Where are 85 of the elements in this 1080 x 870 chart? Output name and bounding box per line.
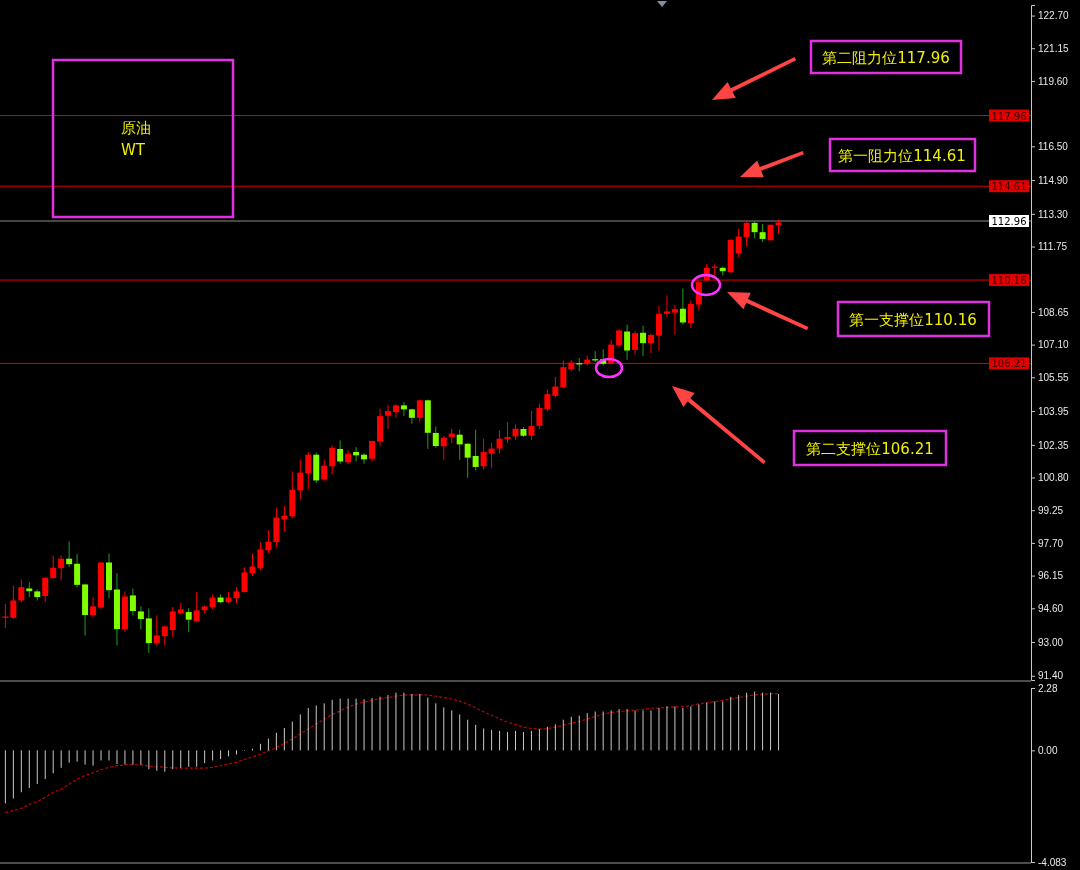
candlestick xyxy=(137,605,144,630)
candlestick xyxy=(552,376,559,398)
ref-line-label: 117.96 xyxy=(991,110,1027,122)
candlestick xyxy=(640,325,647,357)
y-tick-label: 94.60 xyxy=(1038,602,1064,614)
candlestick xyxy=(42,576,49,603)
candlestick xyxy=(400,401,407,417)
y-tick-label: 111.75 xyxy=(1038,241,1068,253)
candlestick xyxy=(90,596,97,618)
ref-line-label: 110.16 xyxy=(991,275,1027,287)
y-tick-label: 99.25 xyxy=(1038,504,1064,516)
candlestick xyxy=(329,444,336,475)
candlestick xyxy=(74,553,81,588)
candlestick xyxy=(265,529,272,554)
candlestick xyxy=(456,429,463,461)
candlestick xyxy=(66,540,73,568)
ref-line-label: 112.96 xyxy=(991,216,1027,227)
candlestick xyxy=(129,587,136,616)
candlestick xyxy=(257,541,264,571)
candlestick xyxy=(536,403,543,430)
y-tick-label: 96.15 xyxy=(1038,570,1064,582)
candlestick xyxy=(384,404,391,430)
candlestick xyxy=(249,552,256,577)
candlestick xyxy=(743,220,750,248)
candlestick xyxy=(528,410,535,441)
candlestick xyxy=(58,555,65,581)
y-tick-label: 113.30 xyxy=(1038,208,1069,220)
candlestick xyxy=(488,442,495,469)
candlestick xyxy=(687,300,694,329)
candlestick xyxy=(472,429,479,471)
candlestick xyxy=(560,359,567,389)
y-tick-label: 122.70 xyxy=(1038,10,1070,22)
candlestick xyxy=(297,459,304,500)
candlestick xyxy=(353,446,360,462)
candlestick xyxy=(185,607,192,633)
candlestick xyxy=(440,435,447,461)
y-tick-label: 121.15 xyxy=(1038,42,1070,54)
ref-line-label: 106.21 xyxy=(991,358,1027,370)
y-tick-label: 119.60 xyxy=(1038,75,1069,87)
y-tick-label: 107.10 xyxy=(1038,339,1070,351)
candlestick xyxy=(480,438,487,471)
candlestick xyxy=(153,614,160,647)
y-tick-label: 100.80 xyxy=(1038,472,1070,484)
ref-line-label: 114.61 xyxy=(991,181,1027,193)
y-tick-label: 102.35 xyxy=(1038,439,1070,451)
y-tick-label: 91.40 xyxy=(1038,670,1064,682)
candlestick xyxy=(663,294,670,318)
candlestick xyxy=(648,333,654,354)
candlestick xyxy=(432,425,439,449)
candlestick xyxy=(464,442,471,479)
y-tick-label: 108.65 xyxy=(1038,306,1070,318)
candlestick xyxy=(337,439,344,465)
candlestick xyxy=(655,305,662,352)
candlestick xyxy=(10,585,17,620)
candlestick xyxy=(632,331,639,356)
annotation: WT xyxy=(121,141,146,159)
y-tick-label: 116.50 xyxy=(1038,141,1069,153)
candlestick xyxy=(392,403,399,419)
candlestick xyxy=(496,429,503,455)
candlestick xyxy=(18,578,25,603)
annotation: 第二阻力位117.96 xyxy=(822,49,950,67)
candlestick xyxy=(624,324,631,361)
y-tick-label: 105.55 xyxy=(1038,372,1070,383)
candlestick xyxy=(193,591,200,622)
annotation: 第二支撑位106.21 xyxy=(806,440,934,458)
annotation: 第一支撑位110.16 xyxy=(849,311,977,329)
candlestick xyxy=(169,606,176,638)
candlestick xyxy=(321,459,328,482)
y-tick-label: 93.00 xyxy=(1038,636,1064,648)
y-tick-label: 0.00 xyxy=(1038,745,1058,757)
y-tick-label: 114.90 xyxy=(1038,174,1069,186)
candlestick xyxy=(759,223,766,243)
candlestick xyxy=(679,288,686,326)
annotation: 第一阻力位114.61 xyxy=(838,147,966,165)
candlestick xyxy=(671,304,678,335)
y-tick-label: 2.28 xyxy=(1038,682,1058,694)
candlestick xyxy=(161,624,168,646)
y-tick-label: -4.083 xyxy=(1038,856,1067,868)
y-tick-label: 103.95 xyxy=(1038,405,1070,417)
annotation: 原油 xyxy=(121,119,151,137)
candlestick xyxy=(735,228,742,258)
candlestick xyxy=(305,451,312,490)
y-tick-label: 97.70 xyxy=(1038,537,1064,549)
candlestick xyxy=(544,388,551,412)
line-series xyxy=(4,692,780,814)
